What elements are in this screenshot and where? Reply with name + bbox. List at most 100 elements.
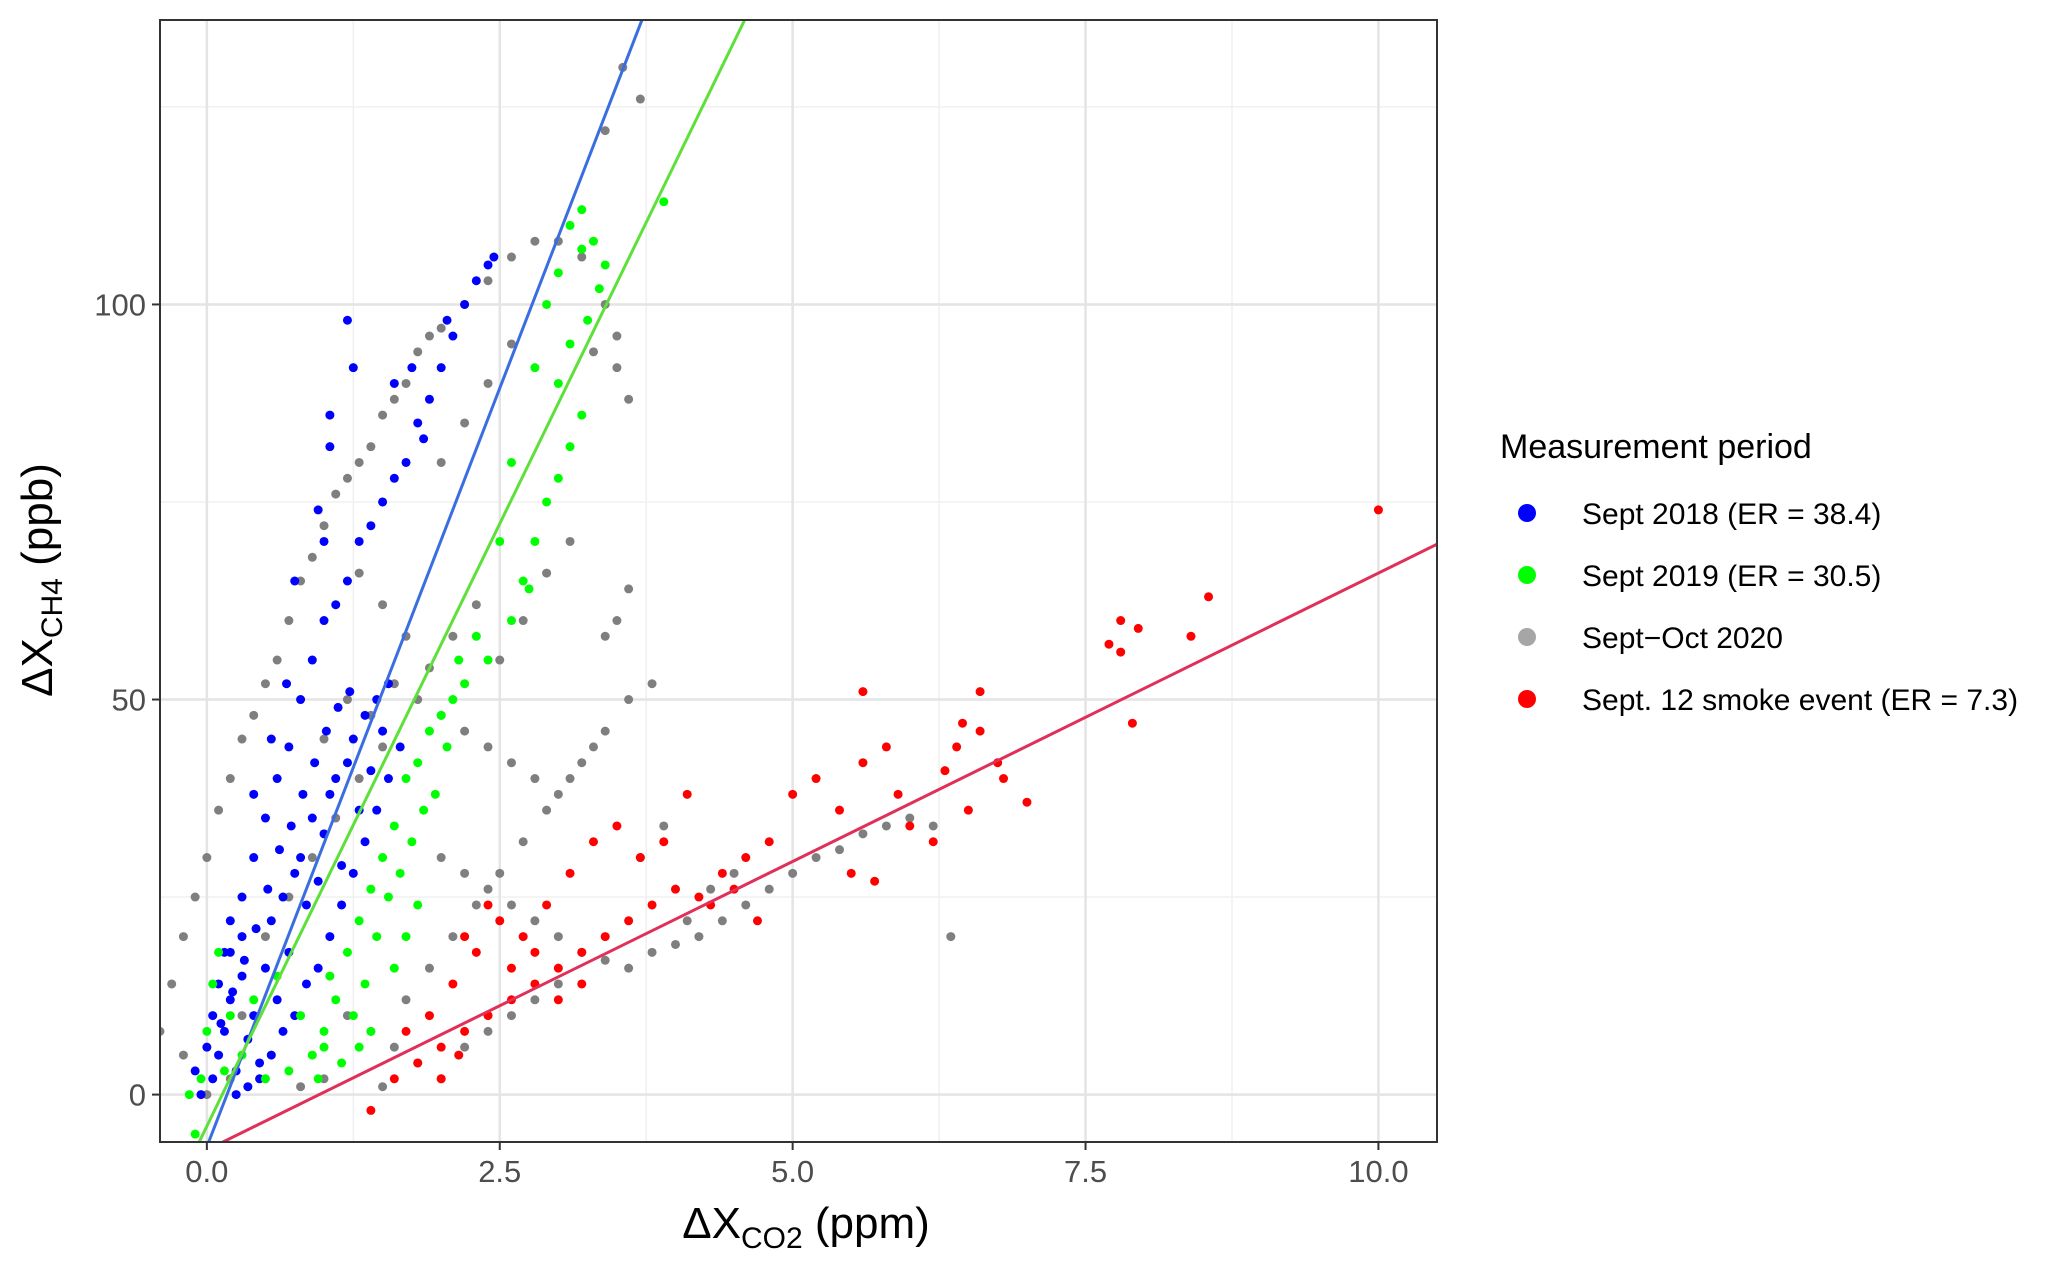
data-point: [354, 536, 364, 546]
data-point: [870, 876, 880, 886]
panel-border: [159, 19, 1438, 1143]
data-point: [413, 347, 423, 357]
data-point: [237, 1011, 247, 1021]
data-point: [307, 853, 317, 863]
data-point: [946, 932, 956, 942]
data-point: [266, 916, 276, 926]
data-point: [401, 995, 411, 1005]
data-point: [928, 837, 938, 847]
data-point: [342, 473, 352, 483]
data-point: [331, 774, 341, 784]
data-point: [460, 932, 470, 942]
data-point: [419, 434, 429, 444]
data-point: [366, 1105, 376, 1115]
legend-key: [1518, 690, 1536, 708]
data-point: [337, 900, 347, 910]
data-point: [319, 536, 329, 546]
data-point: [331, 995, 341, 1005]
data-point: [905, 813, 915, 823]
data-point: [682, 916, 692, 926]
data-point: [249, 789, 259, 799]
data-point: [460, 679, 470, 689]
data-point: [600, 126, 610, 136]
data-point: [214, 1050, 224, 1060]
data-point: [694, 932, 704, 942]
data-point: [345, 687, 355, 697]
data-point: [354, 774, 364, 784]
data-point: [395, 742, 405, 752]
data-point: [274, 845, 284, 855]
data-point: [577, 947, 587, 957]
data-point: [624, 963, 634, 973]
data-point: [495, 536, 505, 546]
data-point: [1186, 631, 1196, 641]
data-point: [506, 339, 516, 349]
data-point: [251, 924, 261, 934]
y-axis: 0 50 100: [94, 287, 160, 1113]
data-point: [378, 742, 388, 752]
data-point: [342, 695, 352, 705]
data-point: [321, 726, 331, 736]
x-tick-label: 2.5: [478, 1154, 521, 1189]
data-point: [260, 932, 270, 942]
data-point: [635, 853, 645, 863]
data-point: [542, 299, 552, 309]
data-point: [237, 734, 247, 744]
data-point: [460, 299, 470, 309]
data-point: [424, 1011, 434, 1021]
data-point: [530, 947, 540, 957]
data-point: [706, 884, 716, 894]
data-point: [588, 236, 598, 246]
data-point: [243, 1082, 253, 1092]
data-point: [448, 631, 458, 641]
data-point: [835, 845, 845, 855]
data-point: [647, 900, 657, 910]
data-point: [313, 876, 323, 886]
data-point: [717, 916, 727, 926]
x-axis-title: ΔXCO2 (ppm): [682, 1199, 930, 1255]
data-point: [506, 616, 516, 626]
data-point: [583, 315, 593, 325]
data-point: [202, 1026, 212, 1036]
data-point: [325, 971, 335, 981]
data-point: [600, 726, 610, 736]
data-point: [811, 774, 821, 784]
data-point: [729, 868, 739, 878]
data-point: [835, 805, 845, 815]
data-point: [266, 1050, 276, 1060]
data-point: [436, 710, 446, 720]
data-point: [307, 1050, 317, 1060]
data-point: [454, 655, 464, 665]
data-point: [319, 734, 329, 744]
data-marks: [160, 20, 1437, 1142]
data-point: [237, 932, 247, 942]
data-point: [333, 702, 343, 712]
data-point: [325, 410, 335, 420]
data-point: [407, 363, 417, 373]
data-point: [788, 789, 798, 799]
data-point: [565, 442, 575, 452]
data-point: [208, 1011, 218, 1021]
data-point: [442, 742, 452, 752]
data-point: [307, 813, 317, 823]
data-point: [190, 1129, 200, 1139]
data-point: [260, 813, 270, 823]
data-point: [378, 410, 388, 420]
data-point: [670, 939, 680, 949]
data-point: [424, 394, 434, 404]
data-point: [483, 276, 493, 286]
data-point: [290, 868, 300, 878]
data-point: [208, 979, 218, 989]
data-point: [577, 979, 587, 989]
data-point: [310, 758, 320, 768]
data-point: [260, 963, 270, 973]
data-point: [263, 884, 273, 894]
data-point: [225, 995, 235, 1005]
data-point: [565, 339, 575, 349]
data-point: [600, 955, 610, 965]
data-point: [372, 805, 382, 815]
data-point: [436, 1074, 446, 1084]
data-point: [553, 789, 563, 799]
data-point: [260, 679, 270, 689]
x-axis: 0.0 2.5 5.0 7.5 10.0: [185, 1142, 1409, 1189]
